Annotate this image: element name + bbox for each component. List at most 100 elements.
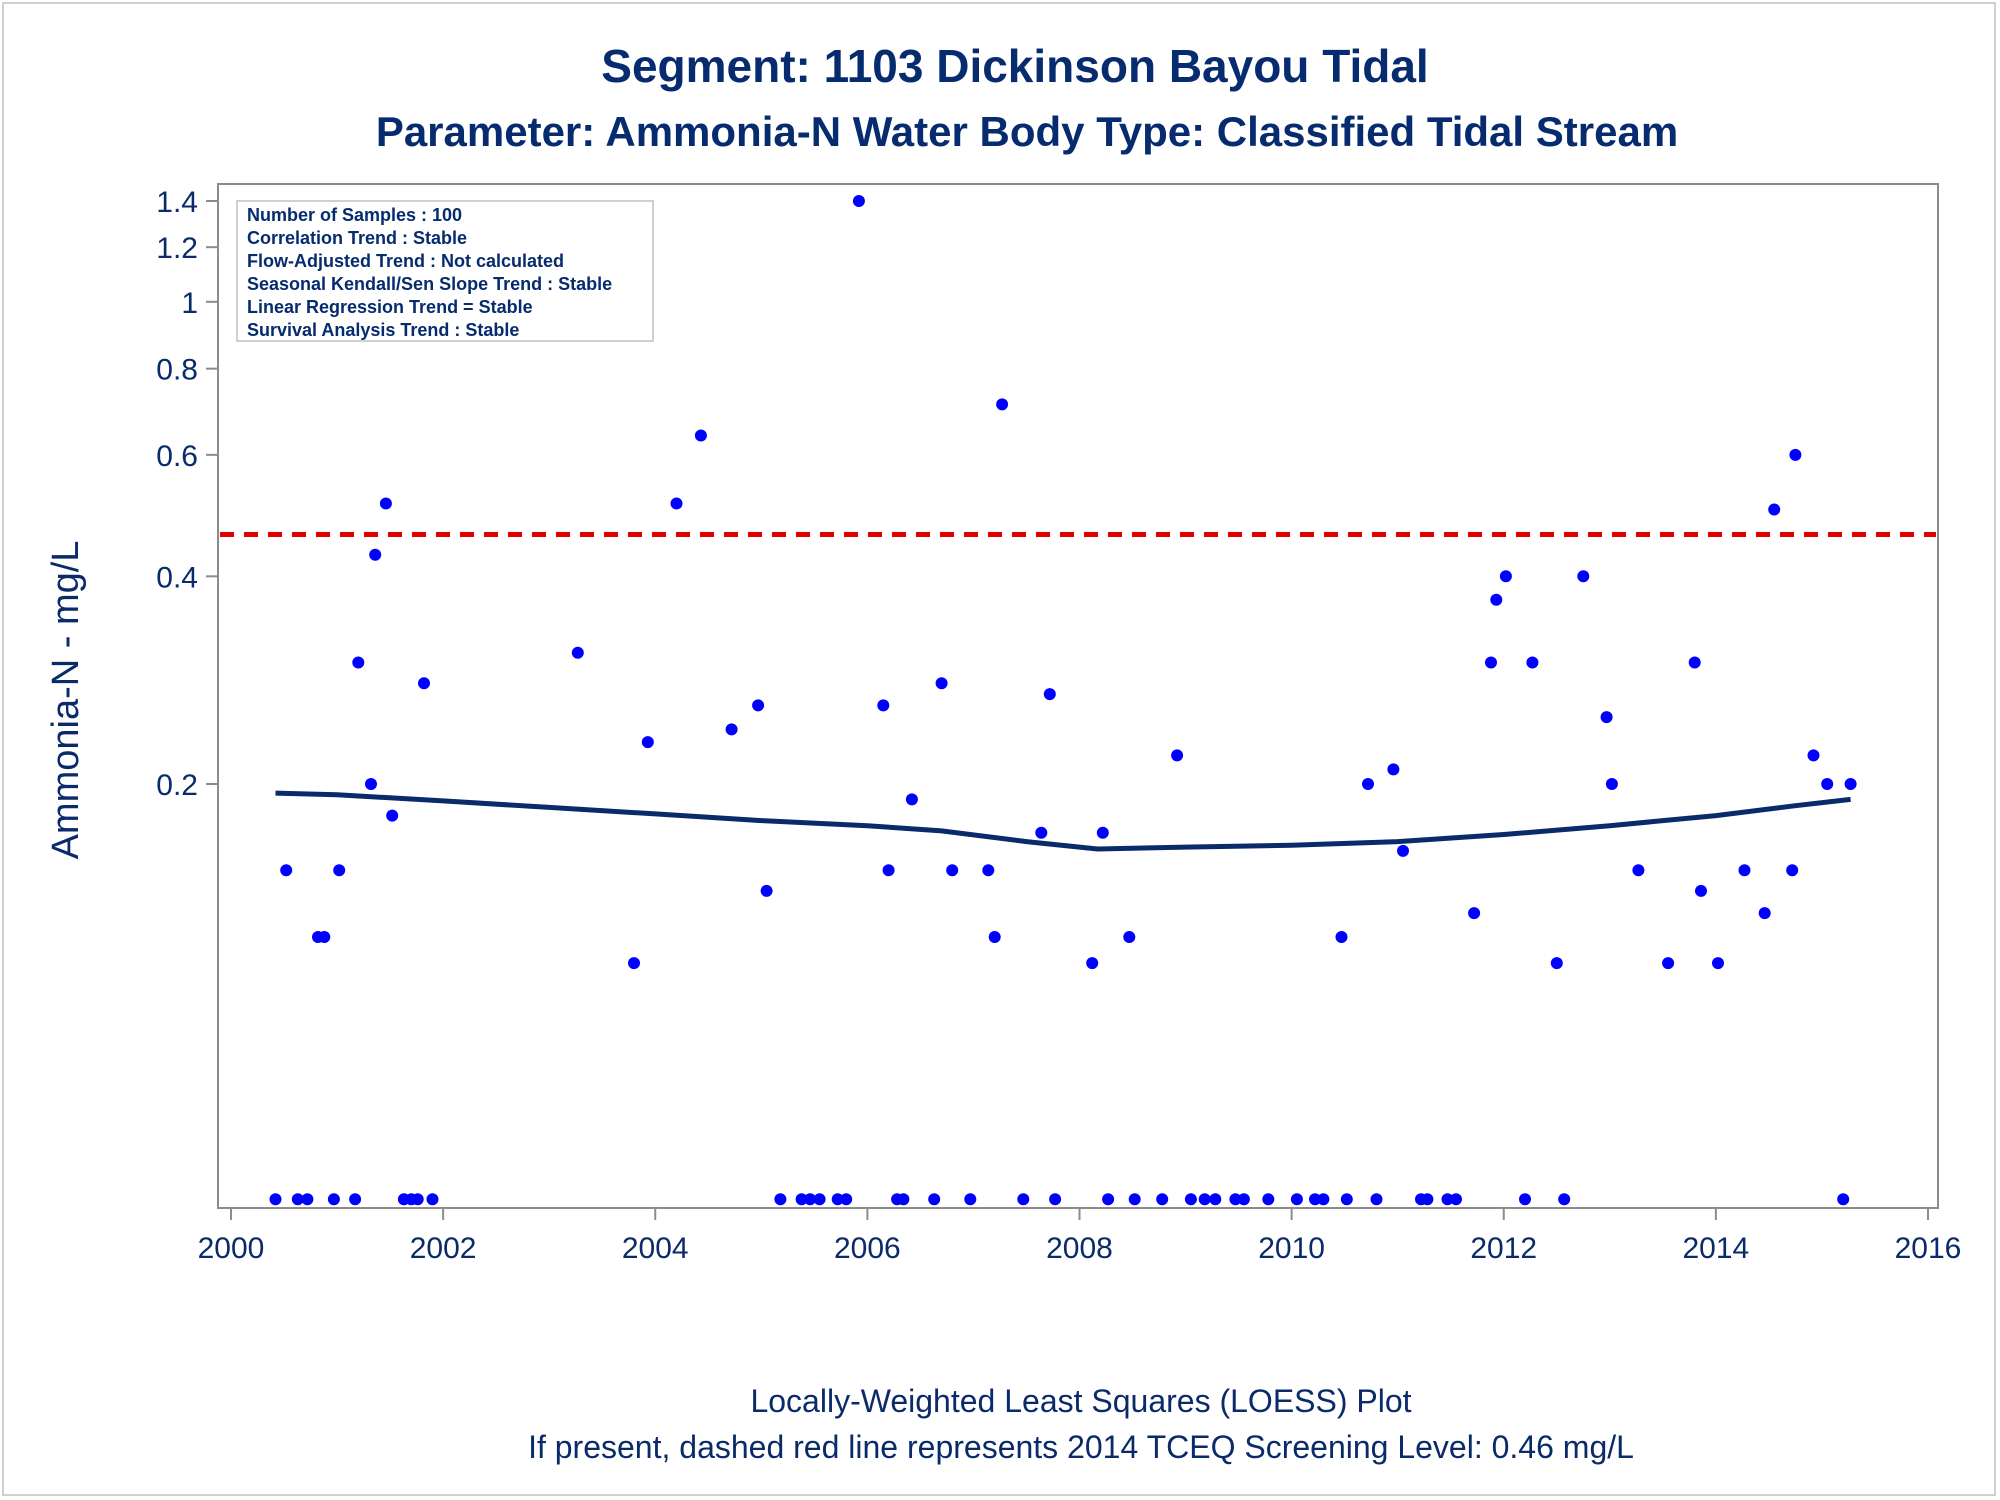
stats-box-border (236, 200, 654, 342)
data-point (1421, 1193, 1434, 1206)
data-point (882, 864, 895, 877)
data-point (1605, 778, 1618, 790)
data-point (379, 497, 392, 510)
y-tick-label: 1.4 (156, 186, 198, 219)
data-point (1102, 1193, 1115, 1206)
data-point (725, 723, 738, 736)
x-tick-label: 2012 (1470, 1232, 1537, 1265)
data-point (1387, 763, 1400, 776)
stat-linear-regression-trend: Linear Regression Trend = Stable (247, 297, 533, 317)
data-point (1096, 826, 1109, 839)
data-point (1128, 1193, 1141, 1206)
data-point (752, 699, 765, 712)
data-point (1290, 1193, 1303, 1206)
data-point (571, 646, 584, 659)
data-point (1123, 931, 1136, 943)
stat-survival-analysis-trend: Survival Analysis Trend : Stable (247, 320, 519, 340)
data-point (982, 864, 995, 877)
data-points (269, 195, 1857, 1206)
data-point (349, 1193, 362, 1206)
data-point (291, 1193, 304, 1206)
data-point (1237, 1193, 1250, 1206)
data-point (1519, 1193, 1531, 1206)
data-point (831, 1193, 844, 1206)
y-tick-label: 1.2 (156, 232, 198, 265)
data-point (418, 677, 430, 690)
data-point (1017, 1193, 1030, 1206)
data-point (813, 1193, 826, 1206)
data-point (301, 1193, 314, 1206)
stats-box: Number of Samples : 100 Correlation Tren… (236, 200, 654, 342)
data-point (905, 793, 918, 806)
data-point (840, 1193, 853, 1206)
data-point (1035, 826, 1048, 839)
plot-area (217, 183, 1939, 1209)
data-point (996, 398, 1009, 411)
data-point (318, 931, 331, 943)
data-point (1499, 570, 1512, 583)
data-point (628, 957, 640, 970)
data-point (269, 1193, 282, 1206)
data-point (1786, 864, 1799, 877)
data-point (426, 1193, 439, 1206)
data-point (1370, 1193, 1383, 1206)
data-point (774, 1193, 787, 1206)
stat-seasonal-kendall-trend: Seasonal Kendall/Sen Slope Trend : Stabl… (247, 274, 612, 294)
footer-screening-note: If present, dashed red line represents 2… (528, 1429, 1634, 1465)
data-point (760, 884, 773, 897)
data-point (1662, 957, 1675, 970)
x-tick-label: 2000 (198, 1232, 265, 1265)
stat-sample-count: Number of Samples : 100 (247, 205, 462, 225)
stat-correlation-trend: Correlation Trend : Stable (247, 228, 467, 248)
data-point (897, 1193, 910, 1206)
data-point (352, 656, 365, 669)
data-point (641, 736, 654, 749)
data-point (1550, 957, 1563, 970)
data-point (1789, 448, 1802, 461)
data-point (928, 1193, 941, 1206)
chart-title: Segment: 1103 Dickinson Bayou Tidal (601, 40, 1428, 92)
data-point (1695, 884, 1707, 897)
data-point (1844, 778, 1857, 790)
data-point (694, 429, 707, 442)
data-point (1198, 1193, 1211, 1206)
stat-flow-adjusted-trend: Flow-Adjusted Trend : Not calculated (247, 251, 564, 271)
data-point (1171, 749, 1184, 762)
footer-caption: Locally-Weighted Least Squares (LOESS) P… (750, 1383, 1411, 1419)
data-point (280, 864, 293, 877)
y-axis-label: Ammonia-N - mg/L (45, 541, 87, 860)
data-point (1758, 907, 1771, 920)
data-point (1490, 593, 1503, 606)
data-point (1317, 1193, 1330, 1206)
data-point (1229, 1193, 1242, 1206)
data-point (327, 1193, 340, 1206)
data-point (1577, 570, 1590, 583)
data-point (1043, 688, 1056, 701)
data-point (1450, 1193, 1462, 1206)
data-point (988, 931, 1001, 943)
data-point (1086, 957, 1099, 970)
data-point (946, 864, 959, 877)
loess-curve (275, 790, 1851, 852)
data-point (1688, 656, 1701, 669)
data-point (1632, 864, 1645, 877)
data-point (1441, 1193, 1454, 1206)
data-point (1485, 656, 1497, 669)
y-axis: 0.2 0.4 0.6 0.8 1 1.2 1.4 (156, 186, 218, 802)
data-point (1340, 1193, 1353, 1206)
x-tick-label: 2006 (834, 1232, 901, 1265)
data-point (386, 809, 399, 822)
y-tick-label: 0.8 (156, 354, 198, 387)
data-point (369, 548, 382, 561)
x-tick-label: 2004 (622, 1232, 689, 1265)
x-tick-label: 2010 (1258, 1232, 1325, 1265)
data-point (1807, 749, 1820, 762)
x-tick-label: 2016 (1895, 1232, 1962, 1265)
data-point (1600, 711, 1613, 724)
data-point (1262, 1193, 1275, 1206)
data-point (1397, 844, 1409, 857)
data-point (1362, 778, 1374, 790)
data-point (1821, 778, 1834, 790)
x-tick-label: 2008 (1046, 1232, 1113, 1265)
